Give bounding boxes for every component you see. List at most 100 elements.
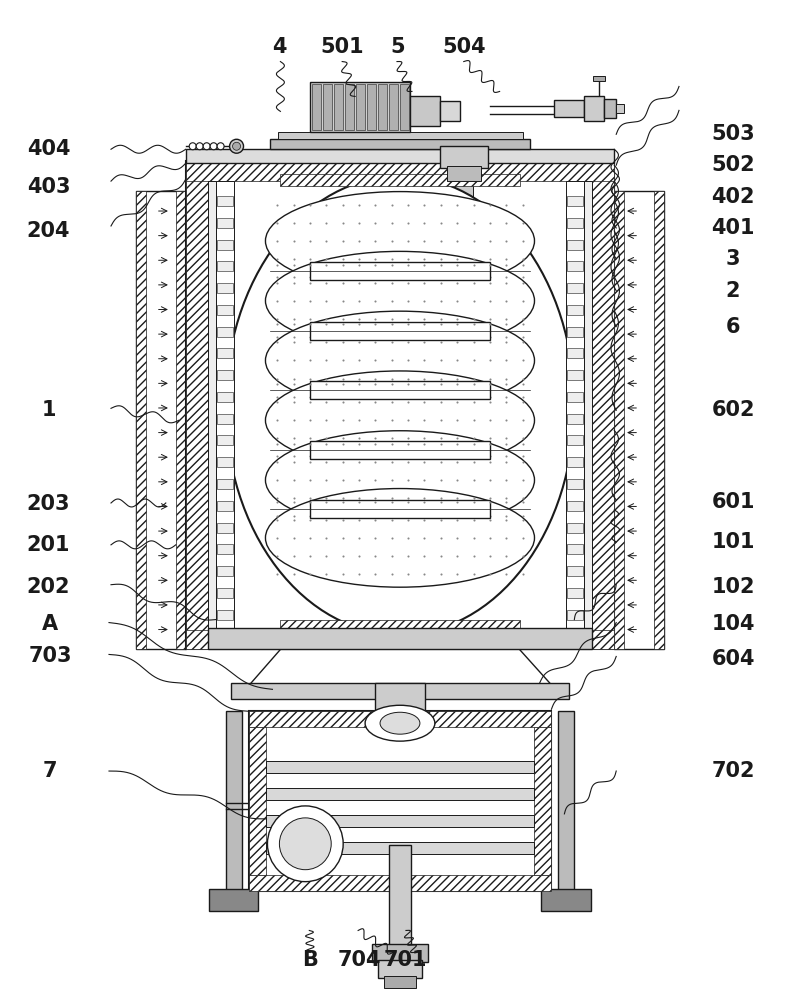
Text: 401: 401 <box>711 218 755 238</box>
Bar <box>323 84 332 130</box>
Bar <box>593 161 614 649</box>
Bar <box>267 815 534 827</box>
Circle shape <box>217 143 224 150</box>
Bar <box>593 76 605 81</box>
Bar <box>567 414 583 424</box>
Bar <box>614 191 624 649</box>
Bar <box>216 348 233 358</box>
Bar <box>567 261 583 271</box>
Ellipse shape <box>265 489 534 587</box>
Text: 502: 502 <box>711 155 755 175</box>
Bar <box>136 191 186 649</box>
Bar <box>384 976 416 988</box>
Bar <box>559 711 575 891</box>
Bar <box>534 727 552 875</box>
Bar <box>584 181 593 630</box>
Text: 5: 5 <box>390 37 405 57</box>
Bar <box>567 348 583 358</box>
Bar <box>310 441 490 459</box>
Text: B: B <box>301 950 317 970</box>
Bar <box>267 788 534 800</box>
Text: 503: 503 <box>711 124 755 144</box>
Text: 204: 204 <box>27 221 70 241</box>
Ellipse shape <box>226 176 575 635</box>
Text: 504: 504 <box>442 37 486 57</box>
Bar <box>400 84 409 130</box>
Bar <box>216 544 233 554</box>
Bar <box>216 370 233 380</box>
Bar <box>216 196 233 206</box>
Bar <box>357 84 365 130</box>
Bar <box>312 84 321 130</box>
Bar <box>440 146 488 168</box>
Bar <box>216 566 233 576</box>
Bar <box>455 136 473 306</box>
Bar <box>567 566 583 576</box>
Text: 101: 101 <box>711 532 755 552</box>
Text: 102: 102 <box>711 577 755 597</box>
Circle shape <box>279 818 331 870</box>
Bar <box>447 166 481 181</box>
Text: 203: 203 <box>27 494 70 514</box>
Bar <box>372 944 428 962</box>
Bar <box>410 96 440 126</box>
Bar <box>567 283 583 293</box>
Bar <box>567 435 583 445</box>
Bar <box>567 501 583 511</box>
Bar <box>216 588 233 598</box>
Bar <box>280 620 519 632</box>
Text: 703: 703 <box>28 646 72 666</box>
Bar <box>226 711 242 891</box>
Bar <box>345 84 354 130</box>
Bar <box>389 845 411 952</box>
Bar <box>208 628 593 649</box>
Text: 6: 6 <box>726 317 741 337</box>
Bar <box>567 305 583 315</box>
Circle shape <box>230 139 243 153</box>
Ellipse shape <box>265 431 534 529</box>
Bar <box>584 96 604 121</box>
Text: 104: 104 <box>711 614 755 634</box>
Bar <box>216 305 233 315</box>
Bar <box>378 84 387 130</box>
Bar <box>310 322 490 340</box>
Ellipse shape <box>265 311 534 410</box>
Text: 602: 602 <box>711 400 755 420</box>
Bar <box>216 218 233 228</box>
Bar <box>567 327 583 337</box>
Text: 702: 702 <box>711 761 755 781</box>
Bar <box>216 261 233 271</box>
Bar <box>334 84 343 130</box>
Bar <box>310 500 490 518</box>
Bar <box>567 181 584 630</box>
Bar <box>216 435 233 445</box>
Bar <box>216 283 233 293</box>
Bar <box>186 630 614 649</box>
Bar <box>136 191 146 649</box>
Text: 1: 1 <box>41 400 56 420</box>
Bar <box>310 82 410 132</box>
Bar <box>567 240 583 250</box>
Bar <box>186 161 614 649</box>
Bar <box>567 523 583 533</box>
Ellipse shape <box>380 712 420 734</box>
Bar <box>249 711 552 891</box>
Text: 501: 501 <box>321 37 364 57</box>
Text: 202: 202 <box>27 577 70 597</box>
Bar <box>378 960 422 978</box>
Bar <box>567 544 583 554</box>
Text: 404: 404 <box>27 139 70 159</box>
Bar <box>271 139 530 149</box>
Bar <box>208 181 216 630</box>
Bar <box>367 84 376 130</box>
Bar <box>186 161 208 649</box>
Bar <box>567 370 583 380</box>
Text: 601: 601 <box>711 492 755 512</box>
Bar <box>176 191 186 649</box>
Bar <box>216 457 233 467</box>
Text: 403: 403 <box>27 177 70 197</box>
Bar <box>267 842 534 854</box>
Ellipse shape <box>265 371 534 470</box>
Text: 2: 2 <box>726 281 741 301</box>
Bar <box>541 889 591 911</box>
